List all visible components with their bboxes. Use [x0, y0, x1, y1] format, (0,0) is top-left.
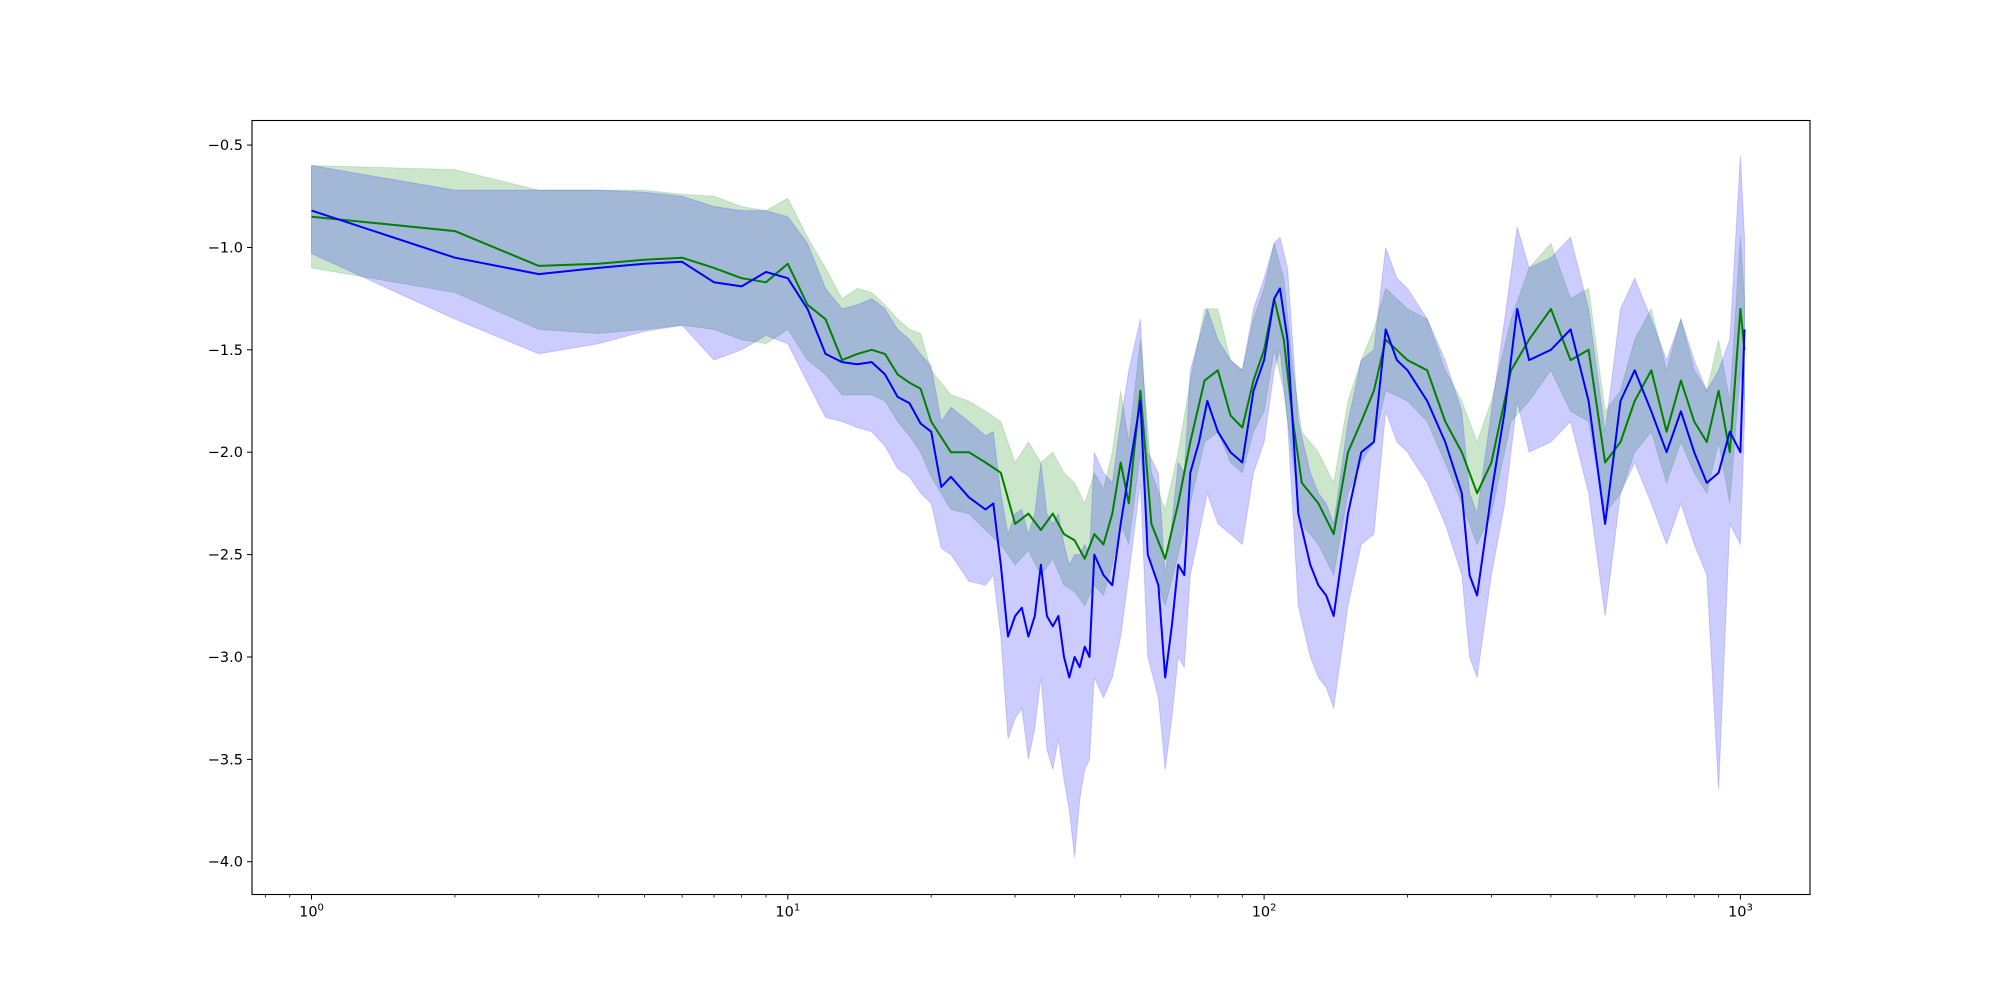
x-tick-label: 102: [1252, 903, 1277, 921]
plot-frame: [251, 119, 1811, 896]
series-1-line: [311, 209, 1746, 679]
series-0-line: [311, 215, 1746, 560]
x-tick-label: 100: [299, 903, 324, 921]
y-tick-label: −1.0: [208, 240, 243, 256]
y-axis: −0.5 −1.0 −1.5 −2.0 −2.5 −3.0 −3.5 −4.0: [208, 138, 252, 871]
y-tick-label: −3.5: [208, 752, 243, 768]
y-tick-label: −1.5: [208, 343, 243, 359]
y-tick-label: −3.0: [208, 650, 243, 666]
y-tick-label: −0.5: [208, 138, 243, 154]
x-tick-label: 101: [775, 903, 800, 921]
y-tick-label: −2.0: [208, 445, 243, 461]
series-0-band: [311, 164, 1745, 608]
y-tick-label: −2.5: [208, 548, 243, 564]
series-lines: [311, 209, 1746, 679]
x-axis: 100 101 102 103: [264, 894, 1753, 921]
x-tick-label: 103: [1728, 903, 1753, 921]
y-tick-label: −4.0: [208, 855, 243, 871]
